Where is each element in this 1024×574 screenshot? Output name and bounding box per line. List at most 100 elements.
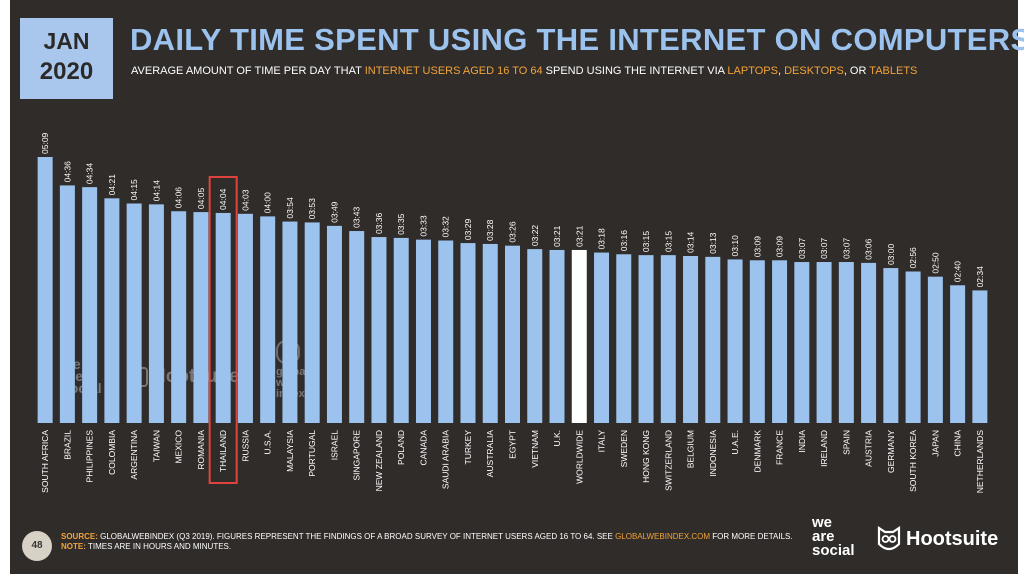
category-label-switzerland: SWITZERLAND	[663, 430, 673, 491]
bar-india	[794, 262, 810, 423]
was-logo-line2: are	[812, 528, 835, 545]
bar-malaysia	[282, 221, 298, 423]
category-label-argentina: ARGENTINA	[129, 430, 139, 480]
page-subtitle: AVERAGE AMOUNT OF TIME PER DAY THAT INTE…	[131, 65, 917, 78]
subtitle-highlight-tablets: TABLETS	[869, 65, 918, 77]
bar-taiwan	[148, 204, 164, 423]
category-label-u-k: U.K.	[552, 430, 562, 447]
bar-hong-kong	[638, 255, 654, 423]
category-label-portugal: PORTUGAL	[307, 430, 317, 477]
category-label-sweden: SWEDEN	[619, 430, 629, 467]
category-label-taiwan: TAIWAN	[151, 430, 161, 462]
value-label-colombia: 04:21	[107, 174, 117, 196]
category-label-new-zealand: NEW ZEALAND	[374, 430, 384, 491]
bar-italy	[594, 252, 610, 423]
category-label-china: CHINA	[953, 430, 963, 457]
value-label-mexico: 04:06	[174, 187, 184, 209]
bar-netherlands	[972, 290, 988, 423]
value-label-new-zealand: 03:36	[374, 213, 384, 235]
value-label-saudi-arabia: 03:32	[441, 216, 451, 238]
category-label-denmark: DENMARK	[752, 430, 762, 473]
source-text: GLOBALWEBINDEX (Q3 2019). FIGURES REPRES…	[97, 532, 616, 541]
value-label-belgium: 03:14	[686, 231, 696, 253]
value-label-india: 03:07	[797, 237, 807, 259]
owl-icon	[877, 525, 901, 551]
category-label-austria: AUSTRIA	[864, 430, 874, 467]
bar-france	[772, 260, 788, 423]
value-label-malaysia: 03:54	[285, 197, 295, 219]
bar-russia	[237, 213, 253, 423]
bar-belgium	[683, 255, 699, 423]
category-label-france: FRANCE	[775, 430, 785, 465]
was-logo-line1: we	[812, 514, 833, 531]
value-label-brazil: 04:36	[62, 161, 72, 183]
we-are-social-logo: we are social	[812, 514, 855, 559]
source-link[interactable]: GLOBALWEBINDEX.COM	[615, 532, 711, 541]
highlight-box-thailand	[208, 175, 238, 485]
value-label-israel: 03:49	[329, 201, 339, 223]
value-label-egypt: 03:26	[508, 221, 518, 243]
subtitle-highlight-desktops: DESKTOPS	[784, 65, 844, 77]
value-label-ireland: 03:07	[819, 237, 829, 259]
category-label-mexico: MEXICO	[174, 430, 184, 464]
subtitle-part2: SPEND USING THE INTERNET VIA	[542, 65, 728, 77]
value-label-france: 03:09	[775, 236, 785, 258]
subtitle-part1: AVERAGE AMOUNT OF TIME PER DAY THAT	[131, 65, 365, 77]
subtitle-highlight-users: INTERNET USERS AGED 16 TO 64	[364, 65, 543, 77]
value-label-sweden: 03:16	[619, 230, 629, 252]
bar-philippines	[82, 187, 98, 423]
value-label-australia: 03:28	[485, 219, 495, 241]
note-label: NOTE:	[61, 542, 86, 551]
value-label-thailand: 04:04	[218, 188, 228, 210]
badge-year: 2020	[39, 58, 94, 85]
category-label-japan: JAPAN	[930, 430, 940, 457]
value-label-romania: 04:05	[196, 188, 206, 210]
category-label-indonesia: INDONESIA	[708, 430, 718, 477]
bar-egypt	[505, 245, 520, 423]
bar-spain	[838, 262, 854, 423]
bar-poland	[393, 237, 409, 423]
category-label-south-korea: SOUTH KOREA	[908, 430, 918, 492]
value-label-russia: 04:03	[240, 189, 250, 211]
category-label-germany: GERMANY	[886, 430, 896, 473]
category-label-vietnam: VIETNAM	[530, 430, 540, 468]
value-label-japan: 02:50	[930, 252, 940, 274]
category-label-belgium: BELGIUM	[686, 430, 696, 468]
value-label-austria: 03:06	[864, 238, 874, 260]
bar-canada	[415, 239, 431, 423]
category-label-italy: ITALY	[597, 430, 607, 453]
bar-south-africa	[37, 157, 53, 423]
value-label-portugal: 03:53	[307, 198, 317, 220]
value-label-philippines: 04:34	[85, 163, 95, 185]
source-end: FOR MORE DETAILS.	[710, 532, 793, 541]
value-label-singapore: 03:43	[352, 206, 362, 228]
category-label-canada: CANADA	[418, 430, 428, 466]
subtitle-sep2: , OR	[843, 65, 870, 77]
bar-indonesia	[705, 256, 721, 423]
category-label-malaysia: MALAYSIA	[285, 430, 295, 472]
bar-vietnam	[527, 249, 543, 423]
was-logo-line3: social	[812, 542, 855, 559]
value-label-germany: 03:00	[886, 244, 896, 266]
value-label-south-africa: 05:09	[40, 132, 50, 154]
bar-u-a-e	[727, 259, 743, 423]
bar-australia	[482, 243, 498, 423]
value-label-switzerland: 03:15	[663, 231, 673, 253]
bar-worldwide	[571, 249, 587, 423]
bar-switzerland	[660, 255, 676, 423]
footer-source-line: SOURCE: GLOBALWEBINDEX (Q3 2019). FIGURE…	[61, 532, 793, 542]
bar-u-k	[549, 249, 565, 423]
category-label-egypt: EGYPT	[508, 430, 518, 459]
value-label-hong-kong: 03:15	[641, 231, 651, 253]
category-label-spain: SPAIN	[841, 430, 851, 455]
value-label-south-korea: 02:56	[908, 247, 918, 269]
category-label-philippines: PHILIPPINES	[85, 430, 95, 483]
bar-japan	[927, 276, 943, 423]
bar-saudi-arabia	[438, 240, 454, 423]
value-label-netherlands: 02:34	[975, 266, 985, 288]
value-label-italy: 03:18	[597, 228, 607, 250]
category-label-brazil: BRAZIL	[62, 430, 72, 460]
category-label-u-s-a: U.S.A.	[263, 430, 273, 455]
bar-germany	[883, 268, 899, 423]
